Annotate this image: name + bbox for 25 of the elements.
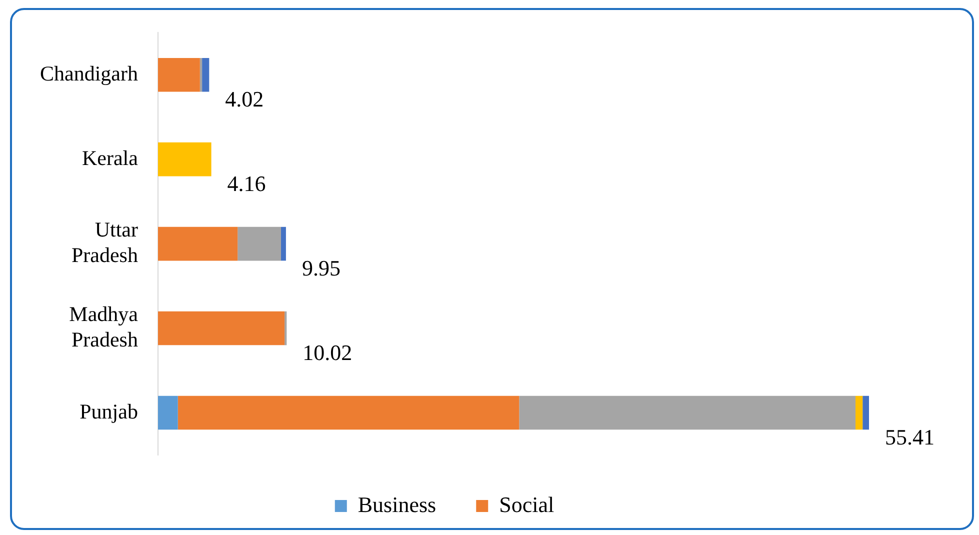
annotation: 4.02	[225, 86, 264, 112]
bar	[178, 396, 520, 430]
y-tick-label: Punjab	[80, 399, 138, 424]
bar	[238, 226, 281, 261]
bar	[158, 58, 200, 92]
bar	[158, 142, 212, 176]
bar	[855, 396, 863, 430]
bar	[158, 396, 178, 430]
bar	[519, 396, 856, 430]
annotation: 4.16	[227, 171, 266, 196]
bar	[280, 226, 286, 261]
y-tick-label: Chandigarh	[40, 61, 138, 86]
y-tick-label: Madhya Pradesh	[69, 302, 139, 352]
annotation: 9.95	[302, 256, 340, 281]
bar	[862, 396, 869, 430]
bar	[158, 311, 285, 346]
bar	[202, 58, 210, 92]
legend-label: Social	[499, 492, 554, 517]
y-tick-label: Kerala	[82, 146, 139, 170]
bar	[158, 226, 238, 261]
y-tick-label: Uttar Pradesh	[71, 218, 138, 267]
legend-label: Business	[358, 492, 436, 517]
annotation: 10.02	[302, 340, 352, 366]
bar	[200, 58, 202, 92]
annotation: 55.41	[885, 424, 934, 450]
